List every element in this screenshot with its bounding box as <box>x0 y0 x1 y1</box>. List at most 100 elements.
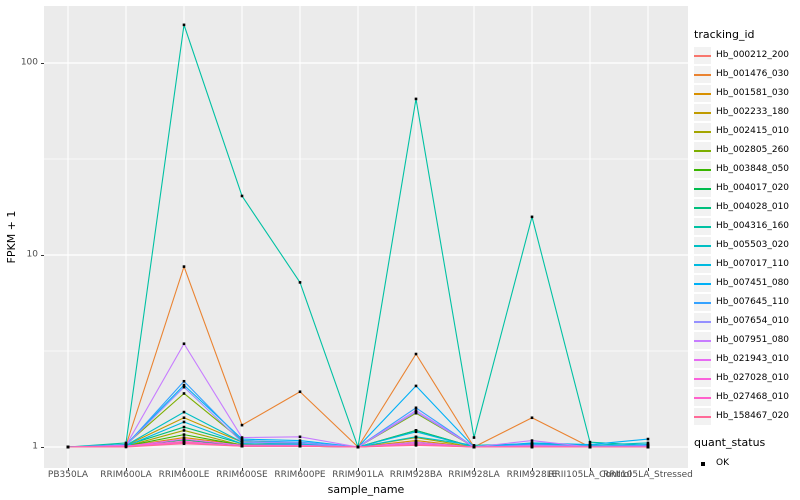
point-Hb_158467_020 <box>414 444 418 447</box>
legend-label: Hb_004017_020 <box>716 183 790 194</box>
legend-row-Hb_000212_200: Hb_000212_200 <box>694 46 798 65</box>
x-tick-mark <box>68 468 69 471</box>
point-Hb_004316_160 <box>182 23 186 27</box>
x-tick-mark <box>648 468 649 471</box>
x-tick-mark <box>184 468 185 471</box>
point-Hb_001476_030 <box>414 352 418 356</box>
quant-status-key <box>694 455 711 473</box>
point-Hb_158467_020 <box>66 445 70 449</box>
point-Hb_158467_020 <box>530 445 534 449</box>
x-tick-label-RRIM600LE: RRIM600LE <box>158 470 210 480</box>
point-Hb_004316_160 <box>124 441 128 445</box>
point-Hb_007645_110 <box>240 439 244 442</box>
plot-panel <box>44 6 688 468</box>
legend-key-line <box>694 187 711 190</box>
legend-key-line <box>694 396 711 399</box>
legend-row-Hb_007645_110: Hb_007645_110 <box>694 293 798 312</box>
x-tick-label-RRII105LA_Stressed: RRII105LA_Stressed <box>603 470 693 480</box>
legend-key-line <box>694 377 711 380</box>
point-Hb_004316_160 <box>414 97 418 101</box>
point-Hb_004316_160 <box>240 194 244 198</box>
legend-row-Hb_004316_160: Hb_004316_160 <box>694 217 798 236</box>
legend-key-line <box>694 73 711 76</box>
y-tick-label: 10 <box>26 249 38 260</box>
legend-row-Hb_003848_050: Hb_003848_050 <box>694 160 798 179</box>
legend-key-swatch <box>694 408 711 426</box>
y-tick-mark <box>41 255 44 256</box>
y-tick-mark <box>41 447 44 448</box>
legend-row-Hb_002805_260: Hb_002805_260 <box>694 141 798 160</box>
legend-row-Hb_158467_020: Hb_158467_020 <box>694 407 798 426</box>
quant-status-entries: OK <box>694 454 798 473</box>
legend-row-Hb_004028_010: Hb_004028_010 <box>694 198 798 217</box>
legend-label: Hb_002233_180 <box>716 107 790 118</box>
x-tick-mark <box>532 468 533 471</box>
quant-status-legend-title: quant_status <box>694 436 766 450</box>
legend-label: Hb_158467_020 <box>716 411 790 422</box>
point-Hb_002415_010 <box>182 429 186 432</box>
legend-key-line <box>694 92 711 95</box>
point-Hb_007654_010 <box>182 385 186 389</box>
legend-key-line <box>694 149 711 152</box>
point-Hb_007451_080 <box>530 441 534 445</box>
point-Hb_027028_010 <box>182 440 186 443</box>
quant-status-row: OK <box>694 454 798 473</box>
point-Hb_007451_080 <box>646 437 650 441</box>
point-Hb_002805_260 <box>182 392 186 395</box>
y-tick-label: 1 <box>32 441 38 452</box>
legend-row-Hb_002415_010: Hb_002415_010 <box>694 122 798 141</box>
legend-key-line <box>694 282 711 285</box>
legend-row-Hb_021943_010: Hb_021943_010 <box>694 350 798 369</box>
legend-key-swatch <box>694 275 711 293</box>
point-Hb_007451_080 <box>182 383 186 387</box>
legend-label: Hb_027028_010 <box>716 373 790 384</box>
ok-point-icon <box>700 461 705 466</box>
quant-status-label: OK <box>716 458 729 469</box>
legend-label: Hb_004316_160 <box>716 221 790 232</box>
point-Hb_158467_020 <box>588 445 592 449</box>
point-Hb_158467_020 <box>124 445 128 449</box>
legend-key-swatch <box>694 104 711 122</box>
legend-key-swatch <box>694 85 711 103</box>
point-Hb_007654_010 <box>414 410 418 414</box>
plot-canvas <box>44 6 688 468</box>
point-Hb_158467_020 <box>646 445 650 449</box>
point-Hb_007017_110 <box>414 430 418 434</box>
x-tick-label-RRIM600LA: RRIM600LA <box>100 470 152 480</box>
legend-key-swatch <box>694 161 711 179</box>
x-tick-mark <box>242 468 243 471</box>
legend-key-swatch <box>694 142 711 160</box>
point-Hb_004316_160 <box>530 215 534 219</box>
legend-key-line <box>694 225 711 228</box>
legend-row-Hb_027028_010: Hb_027028_010 <box>694 369 798 388</box>
x-tick-label-RRIM901LA: RRIM901LA <box>332 470 384 480</box>
point-Hb_001476_030 <box>182 265 186 268</box>
legend-key-swatch <box>694 313 711 331</box>
point-Hb_007951_080 <box>414 409 418 412</box>
point-Hb_007951_080 <box>240 436 244 439</box>
point-Hb_007654_010 <box>240 440 244 444</box>
point-Hb_021943_010 <box>182 437 186 441</box>
point-Hb_007951_080 <box>298 435 302 439</box>
x-tick-label-RRIM928BA: RRIM928BA <box>389 470 443 480</box>
legend-key-swatch <box>694 47 711 65</box>
legend-label: Hb_007951_080 <box>716 335 790 346</box>
x-tick-label-RRIM600PE: RRIM600PE <box>274 470 326 480</box>
point-Hb_158467_020 <box>472 445 476 449</box>
legend-row-Hb_004017_020: Hb_004017_020 <box>694 179 798 198</box>
legend-label: Hb_007017_110 <box>716 259 790 270</box>
legend-label: Hb_003848_050 <box>716 164 790 175</box>
legend-label: Hb_001581_030 <box>716 88 790 99</box>
point-Hb_158467_020 <box>356 445 360 449</box>
legend-key-line <box>694 54 711 57</box>
point-Hb_007951_080 <box>182 342 186 346</box>
point-Hb_004316_160 <box>588 440 592 444</box>
x-axis-title: sample_name <box>327 483 405 496</box>
point-Hb_007017_110 <box>182 420 186 424</box>
legend-key-line <box>694 130 711 133</box>
x-tick-label-RRIM928LE: RRIM928LE <box>506 470 558 480</box>
legend-label: Hb_002805_260 <box>716 145 790 156</box>
legend-key-line <box>694 244 711 247</box>
legend-key-line <box>694 206 711 209</box>
